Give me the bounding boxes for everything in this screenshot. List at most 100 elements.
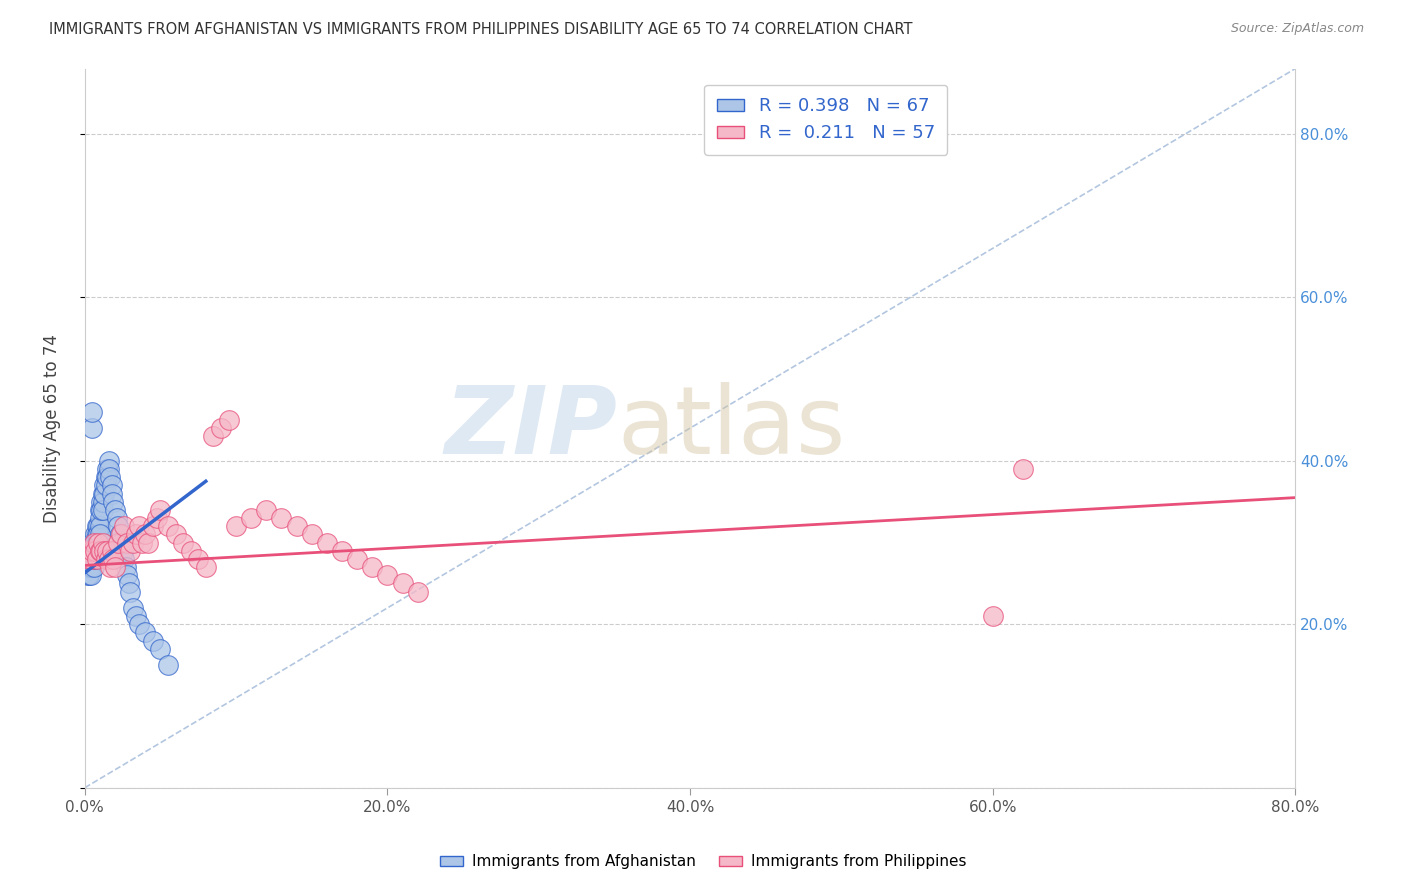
Point	[330, 543, 353, 558]
Point	[111, 543, 134, 558]
Point	[377, 568, 399, 582]
Point	[91, 486, 114, 500]
Point	[89, 511, 111, 525]
Point	[83, 535, 105, 549]
Point	[156, 658, 179, 673]
Point	[97, 462, 120, 476]
Point	[406, 584, 429, 599]
Point	[89, 543, 111, 558]
Text: Source: ZipAtlas.com: Source: ZipAtlas.com	[1230, 22, 1364, 36]
Point	[270, 511, 292, 525]
Point	[93, 478, 115, 492]
Point	[125, 609, 148, 624]
Point	[80, 543, 103, 558]
Point	[301, 527, 323, 541]
Point	[80, 552, 103, 566]
Text: ZIP: ZIP	[444, 382, 617, 475]
Point	[120, 543, 142, 558]
Point	[89, 503, 111, 517]
Point	[93, 543, 115, 558]
Point	[82, 535, 104, 549]
Point	[89, 519, 111, 533]
Point	[82, 543, 104, 558]
Point	[128, 519, 150, 533]
Point	[101, 478, 124, 492]
Point	[84, 527, 107, 541]
Point	[1012, 462, 1035, 476]
Point	[146, 511, 169, 525]
Point	[93, 486, 115, 500]
Point	[86, 535, 108, 549]
Point	[86, 519, 108, 533]
Point	[77, 568, 100, 582]
Point	[115, 568, 138, 582]
Point	[114, 560, 136, 574]
Point	[172, 535, 194, 549]
Point	[112, 519, 135, 533]
Point	[254, 503, 277, 517]
Point	[87, 519, 110, 533]
Point	[75, 560, 97, 574]
Point	[361, 560, 384, 574]
Point	[108, 527, 131, 541]
Point	[90, 543, 112, 558]
Point	[180, 543, 202, 558]
Point	[82, 405, 104, 419]
Point	[131, 535, 153, 549]
Point	[97, 552, 120, 566]
Point	[142, 633, 165, 648]
Point	[100, 560, 122, 574]
Point	[315, 535, 337, 549]
Text: IMMIGRANTS FROM AFGHANISTAN VS IMMIGRANTS FROM PHILIPPINES DISABILITY AGE 65 TO : IMMIGRANTS FROM AFGHANISTAN VS IMMIGRANT…	[49, 22, 912, 37]
Point	[83, 535, 105, 549]
Point	[110, 527, 132, 541]
Point	[86, 527, 108, 541]
Point	[77, 560, 100, 574]
Point	[115, 535, 138, 549]
Point	[107, 535, 129, 549]
Point	[84, 543, 107, 558]
Legend: R = 0.398   N = 67, R =  0.211   N = 57: R = 0.398 N = 67, R = 0.211 N = 57	[704, 85, 948, 155]
Point	[80, 568, 103, 582]
Point	[84, 552, 107, 566]
Point	[76, 552, 98, 566]
Point	[218, 413, 240, 427]
Point	[105, 511, 128, 525]
Point	[981, 609, 1004, 624]
Point	[96, 470, 118, 484]
Point	[103, 494, 125, 508]
Point	[165, 527, 187, 541]
Point	[80, 560, 103, 574]
Text: atlas: atlas	[617, 382, 845, 475]
Point	[80, 552, 103, 566]
Point	[209, 421, 232, 435]
Point	[187, 552, 209, 566]
Point	[134, 527, 156, 541]
Point	[94, 470, 117, 484]
Point	[87, 535, 110, 549]
Point	[202, 429, 225, 443]
Point	[91, 503, 114, 517]
Point	[110, 535, 132, 549]
Point	[120, 584, 142, 599]
Point	[225, 519, 247, 533]
Point	[96, 543, 118, 558]
Point	[104, 503, 127, 517]
Point	[84, 543, 107, 558]
Legend: Immigrants from Afghanistan, Immigrants from Philippines: Immigrants from Afghanistan, Immigrants …	[433, 848, 973, 875]
Point	[87, 527, 110, 541]
Point	[82, 421, 104, 435]
Point	[142, 519, 165, 533]
Point	[97, 454, 120, 468]
Point	[83, 560, 105, 574]
Point	[77, 552, 100, 566]
Point	[149, 641, 172, 656]
Point	[94, 478, 117, 492]
Point	[77, 560, 100, 574]
Point	[194, 560, 217, 574]
Point	[76, 543, 98, 558]
Point	[76, 568, 98, 582]
Point	[285, 519, 308, 533]
Point	[101, 543, 124, 558]
Point	[90, 503, 112, 517]
